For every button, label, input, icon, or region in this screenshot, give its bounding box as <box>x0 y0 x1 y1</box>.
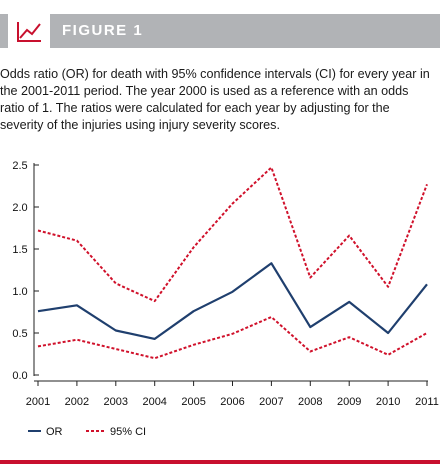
figure-caption: Odds ratio (OR) for death with 95% confi… <box>0 67 430 132</box>
x-tick-label: 2001 <box>26 396 50 408</box>
figure-label: FIGURE 1 <box>62 22 144 39</box>
x-tick-label: 2004 <box>142 396 166 408</box>
odds-ratio-chart: 0.0 0.5 1.0 1.5 2.0 2.5 2001 2002 2003 2004 2005 20… <box>12 160 439 438</box>
x-tick-label: 2010 <box>376 396 400 408</box>
x-tick-label: 2008 <box>298 396 322 408</box>
x-tick-label: 2002 <box>65 396 89 408</box>
ci-upper-line <box>37 166 428 303</box>
y-tick-label: 1.0 <box>12 286 27 298</box>
legend-or-label: OR <box>46 426 63 438</box>
legend-ci-label: 95% CI <box>110 426 146 438</box>
y-tick-label: 2.5 <box>12 160 27 172</box>
ci-lower-line <box>37 316 428 360</box>
line-chart-icon <box>8 14 50 48</box>
y-tick-label: 0.5 <box>12 328 27 340</box>
x-tick-label: 2011 <box>415 396 439 408</box>
figure-header: FIGURE 1 <box>0 14 440 48</box>
x-tick-label: 2006 <box>220 396 244 408</box>
x-tick-label: 2005 <box>181 396 205 408</box>
y-tick-label: 2.0 <box>12 202 27 214</box>
x-tick-label: 2009 <box>337 396 361 408</box>
x-tick-label: 2003 <box>104 396 128 408</box>
y-tick-label: 1.5 <box>12 244 27 256</box>
x-tick-label: 2007 <box>259 396 283 408</box>
y-tick-label: 0.0 <box>12 370 27 382</box>
or-line <box>37 262 428 340</box>
bottom-rule <box>0 460 440 464</box>
